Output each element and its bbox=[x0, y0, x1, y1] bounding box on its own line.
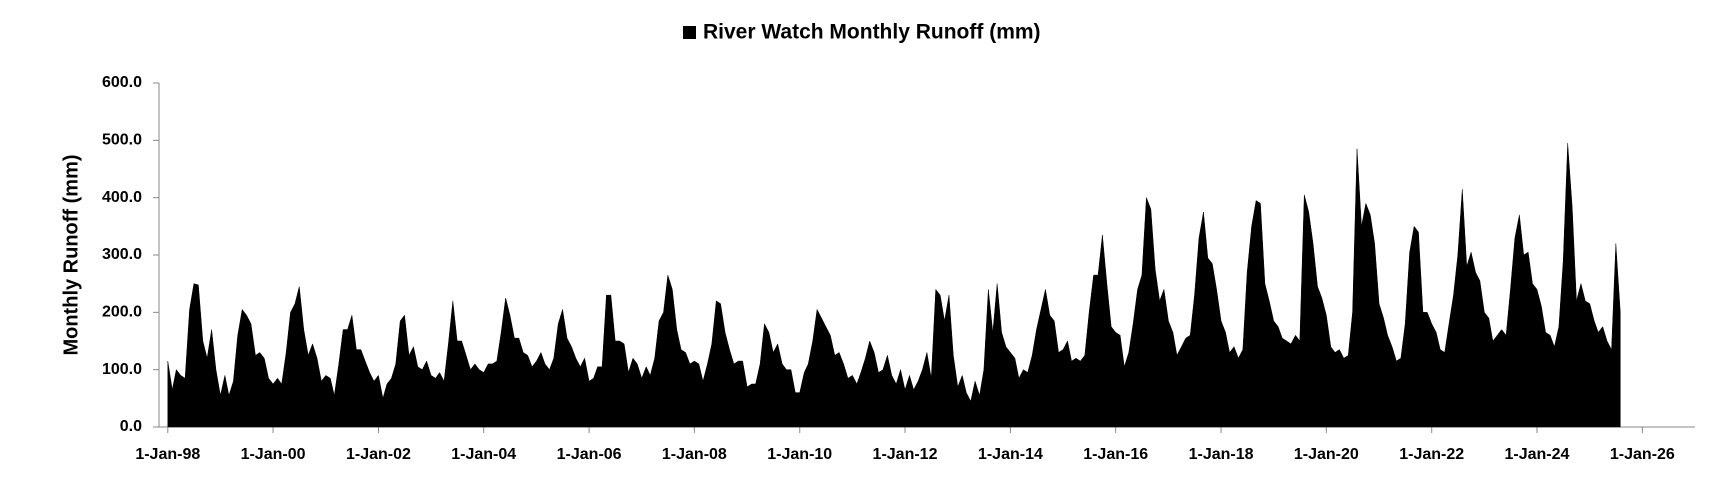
area bbox=[167, 143, 1621, 428]
y-tick-label: 100.0 bbox=[102, 361, 142, 378]
x-tick-label: 1-Jan-12 bbox=[873, 446, 938, 463]
x-tick-label: 1-Jan-16 bbox=[1083, 446, 1148, 463]
x-tick-label: 1-Jan-08 bbox=[662, 446, 727, 463]
x-tick-label: 1-Jan-26 bbox=[1610, 446, 1675, 463]
y-tick-label: 500.0 bbox=[102, 132, 142, 149]
x-tick-label: 1-Jan-18 bbox=[1189, 446, 1254, 463]
x-tick-label: 1-Jan-98 bbox=[135, 446, 200, 463]
y-tick-label: 0.0 bbox=[120, 418, 142, 435]
y-tick-label: 300.0 bbox=[102, 246, 142, 263]
y-tick-label: 200.0 bbox=[102, 304, 142, 321]
x-tick-label: 1-Jan-06 bbox=[557, 446, 622, 463]
x-tick-label: 1-Jan-10 bbox=[767, 446, 832, 463]
legend-swatch bbox=[683, 26, 696, 39]
x-tick-label: 1-Jan-14 bbox=[978, 446, 1043, 463]
x-tick-label: 1-Jan-02 bbox=[346, 446, 411, 463]
x-tick-label: 1-Jan-04 bbox=[451, 446, 516, 463]
y-tick-label: 400.0 bbox=[102, 189, 142, 206]
legend-label: River Watch Monthly Runoff (mm) bbox=[703, 21, 1041, 44]
y-axis-title: Monthly Runoff (mm) bbox=[60, 154, 82, 355]
y-tick-label: 600.0 bbox=[102, 74, 142, 91]
x-tick-label: 1-Jan-22 bbox=[1399, 446, 1464, 463]
x-tick-label: 1-Jan-24 bbox=[1505, 446, 1570, 463]
x-tick-label: 1-Jan-20 bbox=[1294, 446, 1359, 463]
x-tick-label: 1-Jan-00 bbox=[241, 446, 306, 463]
